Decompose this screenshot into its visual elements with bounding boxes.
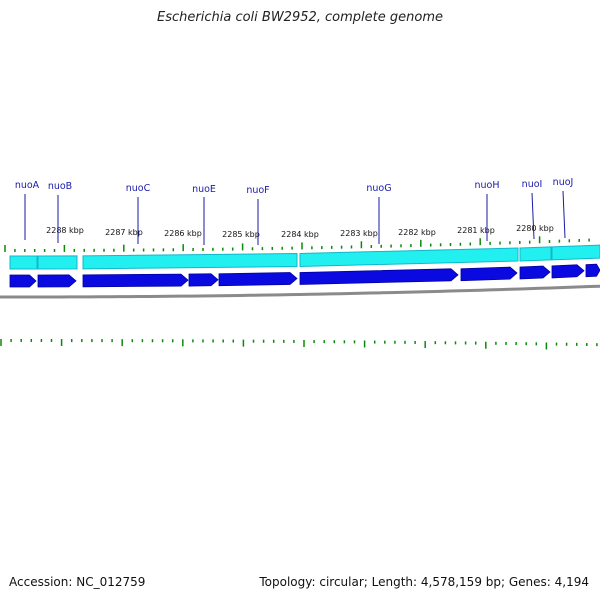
scale-label: 2285 kbp [222, 230, 260, 239]
gene-arrow [460, 266, 518, 282]
cds-band [9, 244, 600, 270]
scale-label: 2282 kbp [398, 228, 436, 237]
gene-label: nuoB [48, 181, 72, 192]
gene-label: nuoG [366, 183, 391, 194]
tick-marks-bottom [0, 339, 598, 350]
accession-text: Accession: NC_012759 [9, 575, 146, 589]
gene-label-leader [562, 190, 566, 239]
scale-label: 2287 kbp [105, 228, 143, 237]
map-title: Escherichia coli BW2952, complete genome [157, 10, 443, 25]
gene-arrow [519, 265, 551, 280]
gene-labels: nuoA nuoB nuoC nuoE nuoF nuoG nuoH nuoI nuoJ [15, 177, 574, 245]
scale-label: 2281 kbp [457, 226, 495, 235]
gene-label: nuoC [126, 183, 151, 194]
gene-arrow [585, 263, 600, 278]
scale-label: 2286 kbp [164, 229, 202, 238]
cds-segment [519, 246, 552, 262]
gene-arrow [37, 274, 77, 288]
gene-label-leader [531, 192, 535, 240]
gene-arrows [9, 263, 600, 288]
scale-label: 2288 kbp [46, 226, 84, 235]
gene-arrow [299, 268, 459, 285]
scale-label: 2284 kbp [281, 230, 319, 239]
genome-backbone [0, 284, 600, 299]
gene-arrow [82, 273, 189, 288]
gene-label: nuoJ [553, 177, 574, 188]
scale-labels: 2288 kbp 2287 kbp 2286 kbp 2285 kbp 2284 kbp… [46, 224, 554, 239]
cds-segment [551, 244, 600, 261]
backbone-line [0, 284, 600, 299]
tick-marks-top [4, 236, 590, 252]
gene-label: nuoH [475, 180, 500, 191]
gene-arrow [551, 264, 585, 279]
gene-label: nuoF [246, 185, 269, 196]
cds-segment [37, 255, 78, 270]
gene-arrow [188, 273, 219, 287]
gene-label: nuoA [15, 180, 40, 191]
cds-segment [9, 255, 38, 270]
genome-summary: Topology: circular; Length: 4,578,159 bp… [259, 575, 589, 589]
cds-segment [82, 253, 298, 270]
gene-label: nuoE [192, 184, 216, 195]
scale-label: 2283 kbp [340, 229, 378, 238]
gene-arrow [218, 272, 298, 287]
gene-arrow [9, 274, 37, 288]
gene-label: nuoI [522, 179, 543, 190]
cds-segment [299, 247, 519, 267]
scale-label: 2280 kbp [516, 224, 554, 233]
